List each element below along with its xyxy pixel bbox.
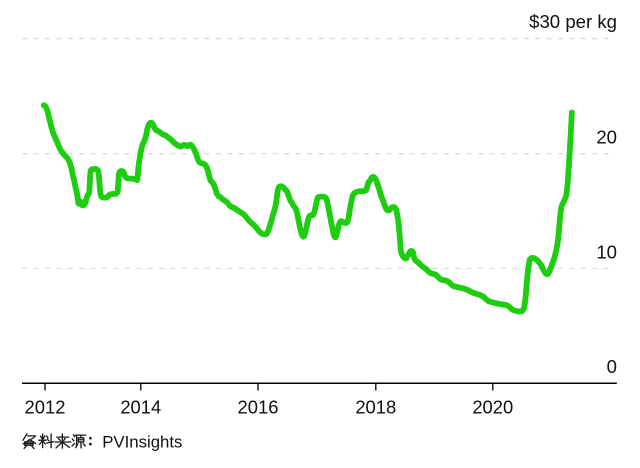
svg-text:2012: 2012	[25, 397, 66, 418]
svg-text:2018: 2018	[355, 397, 396, 418]
svg-text:PVInsights: PVInsights	[102, 433, 182, 452]
svg-text:$30 per kg: $30 per kg	[529, 11, 617, 32]
svg-text:0: 0	[607, 356, 617, 377]
svg-text:2020: 2020	[472, 397, 513, 418]
svg-text:2016: 2016	[238, 397, 279, 418]
svg-text:10: 10	[596, 242, 617, 263]
svg-text:2014: 2014	[120, 397, 161, 418]
svg-text:20: 20	[596, 127, 617, 148]
